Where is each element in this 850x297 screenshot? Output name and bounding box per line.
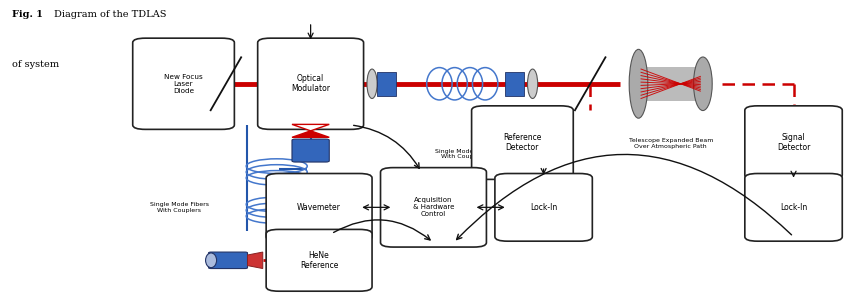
Ellipse shape: [206, 253, 217, 268]
Text: Single Mode Fibers
With Couplers: Single Mode Fibers With Couplers: [150, 202, 209, 213]
FancyBboxPatch shape: [745, 106, 842, 179]
Ellipse shape: [367, 69, 377, 99]
FancyBboxPatch shape: [133, 38, 235, 129]
FancyBboxPatch shape: [745, 173, 842, 241]
FancyBboxPatch shape: [495, 173, 592, 241]
Text: HeNe
Reference: HeNe Reference: [300, 251, 338, 270]
FancyBboxPatch shape: [506, 72, 524, 96]
Text: Acquisition
& Hardware
Control: Acquisition & Hardware Control: [413, 197, 454, 217]
Bar: [638, 67, 703, 101]
FancyBboxPatch shape: [258, 38, 364, 129]
Ellipse shape: [528, 69, 538, 99]
Text: Telescope Expanded Beam
Over Atmospheric Path: Telescope Expanded Beam Over Atmospheric…: [628, 138, 713, 149]
FancyBboxPatch shape: [208, 252, 247, 268]
Text: Lock-In: Lock-In: [780, 203, 808, 212]
Polygon shape: [292, 124, 329, 131]
Text: Optical
Modulator: Optical Modulator: [291, 74, 330, 94]
Text: of system: of system: [12, 60, 59, 69]
Polygon shape: [247, 252, 263, 268]
Text: Signal
Detector: Signal Detector: [777, 133, 810, 152]
FancyBboxPatch shape: [292, 139, 329, 162]
FancyBboxPatch shape: [266, 229, 372, 291]
Text: Single Mode Fiber
With Couplers: Single Mode Fiber With Couplers: [435, 148, 491, 159]
FancyBboxPatch shape: [381, 168, 486, 247]
FancyBboxPatch shape: [266, 173, 372, 241]
Text: Reference
Detector: Reference Detector: [503, 133, 541, 152]
Polygon shape: [292, 131, 329, 137]
FancyBboxPatch shape: [472, 106, 573, 179]
Ellipse shape: [694, 57, 712, 110]
Ellipse shape: [629, 49, 648, 118]
Text: Lock-In: Lock-In: [530, 203, 558, 212]
Text: Diagram of the TDLAS: Diagram of the TDLAS: [54, 10, 167, 19]
FancyBboxPatch shape: [377, 72, 396, 96]
Text: Wavemeter: Wavemeter: [298, 203, 341, 212]
Text: Fig. 1: Fig. 1: [12, 10, 43, 19]
Text: New Focus
Laser
Diode: New Focus Laser Diode: [164, 74, 203, 94]
